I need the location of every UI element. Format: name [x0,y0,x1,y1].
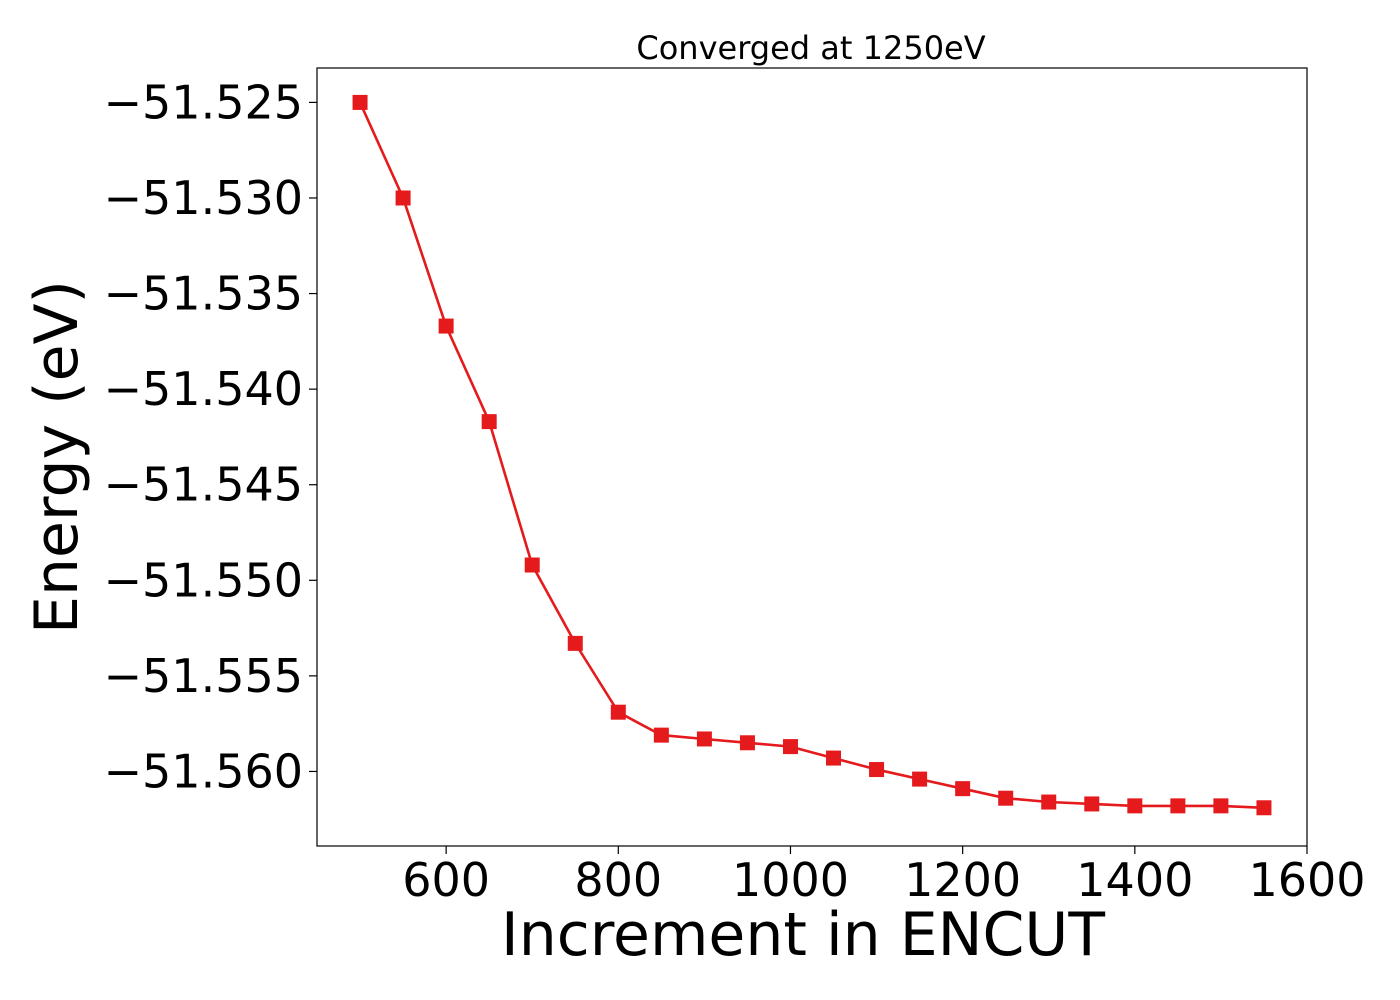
data-point [1041,794,1057,810]
x-tick-label: 1200 [904,853,1021,907]
data-point [998,790,1014,806]
data-point [1170,798,1186,814]
data-point [352,94,368,110]
x-tick-label: 600 [402,853,490,907]
y-tick-label: −51.560 [104,744,304,798]
chart-title: Converged at 1250eV [636,29,985,67]
data-point [1213,798,1229,814]
y-tick-label: −51.525 [104,75,304,129]
series-line [358,101,1265,810]
y-tick-label: −51.545 [104,458,304,512]
y-axis-ticks: −51.525 −51.530 −51.535 −51.540 −51.545 −51.5… [104,75,317,798]
data-point [1084,796,1100,812]
x-tick-label: 1000 [732,853,849,907]
data-point [438,318,454,334]
data-point [912,771,928,787]
data-point [739,735,755,751]
x-tick-label: 1600 [1248,853,1365,907]
data-point [567,635,583,651]
x-tick-label: 800 [574,853,662,907]
data-point [782,739,798,755]
data-point [524,557,540,573]
x-axis-ticks: 600 800 1000 1200 1400 1600 [402,846,1366,907]
data-point [653,727,669,743]
data-point [955,781,971,797]
y-tick-label: −51.550 [104,553,304,607]
plot-frame [316,67,1308,847]
data-point [1256,800,1272,816]
data-point [696,731,712,747]
data-point [869,762,885,778]
data-point [1127,798,1143,814]
x-axis-label: Increment in ENCUT [501,900,1105,970]
data-point [395,190,411,206]
data-point [826,750,842,766]
x-tick-label: 1400 [1076,853,1193,907]
data-point [481,414,497,430]
y-tick-label: −51.555 [104,649,304,703]
y-tick-label: −51.540 [104,362,304,416]
y-tick-label: −51.530 [104,171,304,225]
series-layer [352,94,1272,816]
y-axis-label: Energy (eV) [22,280,92,634]
y-tick-label: −51.535 [104,267,304,321]
data-point [610,704,626,720]
